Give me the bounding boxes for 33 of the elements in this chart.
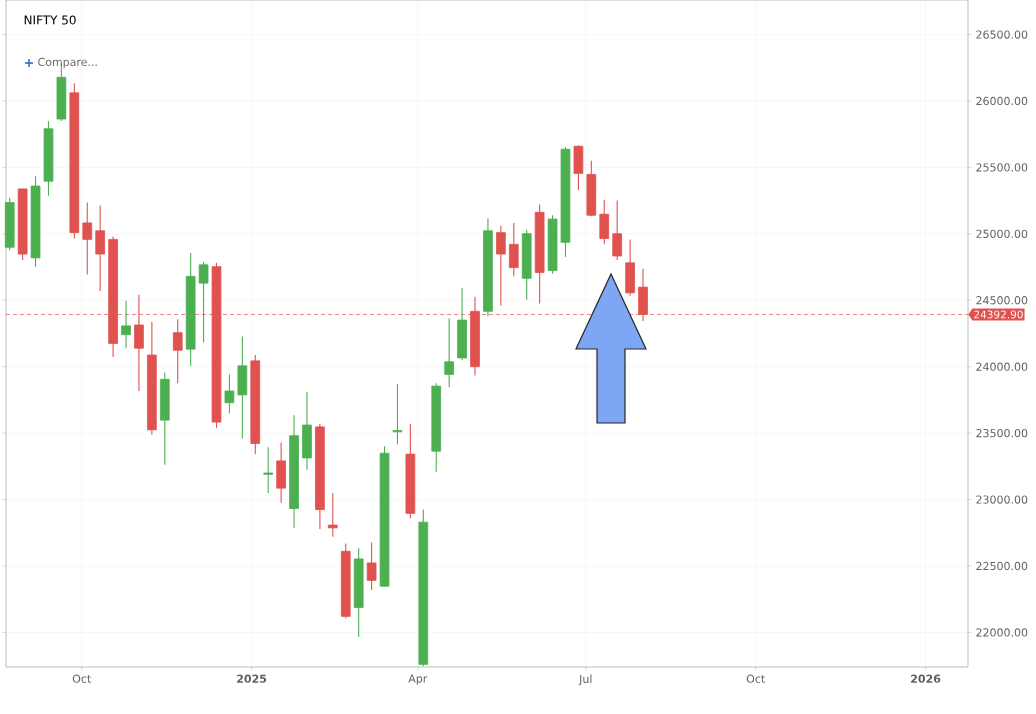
y-tick-label: 26500.00 <box>976 30 1028 39</box>
candlestick <box>263 446 274 494</box>
candlestick <box>612 200 623 261</box>
y-tick-label: 23500.00 <box>976 428 1028 438</box>
y-tick-label: 22000.00 <box>976 628 1028 637</box>
x-tick-label: Apr <box>408 674 428 685</box>
candlestick <box>328 492 338 538</box>
candlestick <box>224 373 235 414</box>
candlestick <box>508 222 519 277</box>
text: NIFTY 50 <box>24 15 76 25</box>
candlestick <box>121 300 131 349</box>
y-tick-label: 22500.00 <box>976 561 1028 571</box>
x-tick-label: 2025 <box>237 674 267 683</box>
y-tick-label: 25000.00 <box>976 229 1028 238</box>
y-tick-label: 25500.00 <box>976 163 1028 172</box>
x-tick-label: Oct <box>746 674 765 683</box>
candlestick <box>392 383 403 445</box>
y-tick-label: 24500.00 <box>976 296 1028 305</box>
annotation: Compare... <box>38 57 97 69</box>
x-tick-label: 2026 <box>911 674 941 683</box>
y-tick-label: 24000.00 <box>976 362 1028 371</box>
ref-line-label: 24392.90 <box>974 310 1023 319</box>
candlestick <box>496 225 506 306</box>
candlestick <box>366 541 377 591</box>
candlestick <box>95 204 106 292</box>
y-tick-label: 26000.00 <box>976 96 1028 106</box>
candlestick <box>172 318 183 384</box>
candlestick <box>444 317 454 388</box>
x-tick-label: Jul <box>578 674 592 686</box>
x-tick-label: Oct <box>72 674 91 683</box>
candlestick <box>82 202 93 276</box>
candlestick <box>198 261 209 343</box>
y-tick-label: 23000.00 <box>976 495 1028 504</box>
